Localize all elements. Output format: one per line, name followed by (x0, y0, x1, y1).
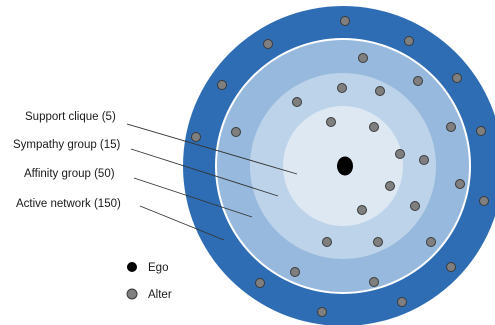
alter-node (455, 179, 465, 189)
alter-node (413, 76, 423, 86)
legend-alter-marker (126, 288, 138, 300)
alter-node (373, 237, 383, 247)
alter-node (217, 80, 227, 90)
alter-node (375, 86, 385, 96)
alter-node (317, 307, 327, 317)
alter-node (191, 132, 201, 142)
alter-node (337, 83, 347, 93)
alter-node (446, 122, 456, 132)
alter-node (404, 36, 414, 46)
leader-line-affinity-group (133, 177, 253, 218)
alter-node (395, 149, 405, 159)
alter-node (322, 237, 332, 247)
alter-node (476, 126, 486, 136)
alter-node (426, 237, 436, 247)
leader-line-sympathy-group (130, 148, 279, 197)
alter-node (369, 277, 379, 287)
label-sympathy-group: Sympathy group (15) (13, 139, 121, 151)
alter-node (358, 53, 368, 63)
alter-node (263, 39, 273, 49)
alter-node (357, 205, 367, 215)
alter-node (446, 262, 456, 272)
leader-line-active-network (139, 205, 225, 241)
alter-node (231, 127, 241, 137)
alter-node (410, 201, 420, 211)
alter-node (452, 73, 462, 83)
legend-ego-marker (127, 262, 137, 272)
legend: Ego Alter (126, 262, 172, 301)
alter-node (397, 297, 407, 307)
alter-node (292, 97, 302, 107)
leader-line-support-clique (126, 123, 298, 175)
label-active-network: Active network (150) (16, 198, 121, 210)
alter-node (326, 117, 336, 127)
alter-node (419, 155, 429, 165)
alter-node (369, 122, 379, 132)
legend-alter-label: Alter (148, 289, 172, 301)
legend-ego-label: Ego (148, 262, 168, 274)
leader-lines (126, 123, 298, 241)
alter-node (255, 278, 265, 288)
ego-node (337, 156, 353, 176)
alter-node (479, 196, 489, 206)
alter-node (385, 181, 395, 191)
ring-labels: Support clique (5) Sympathy group (15) A… (13, 111, 121, 210)
label-support-clique: Support clique (5) (25, 111, 116, 123)
alter-nodes (191, 16, 489, 317)
alter-node (340, 16, 350, 26)
alter-node (290, 267, 300, 277)
label-affinity-group: Affinity group (50) (24, 168, 115, 180)
